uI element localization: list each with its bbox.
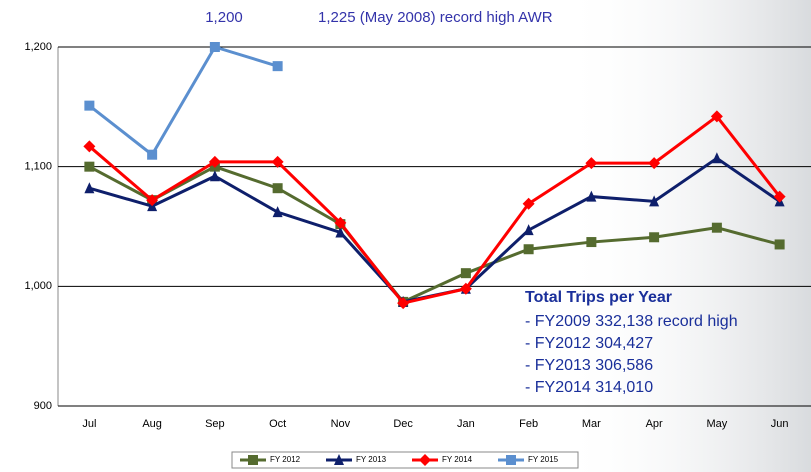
x-tick-label: Jan xyxy=(457,418,475,430)
legend-box xyxy=(231,451,579,469)
legend: FY 2012 FY 2013 FY 2014 FY 2015 xyxy=(240,454,559,466)
marker xyxy=(523,244,534,255)
marker xyxy=(711,222,722,233)
x-tick-label: Apr xyxy=(646,418,663,430)
marker xyxy=(335,226,346,238)
x-tick-label: Feb xyxy=(519,418,538,430)
series-line xyxy=(88,114,781,305)
legend-label: FY 2015 xyxy=(528,455,559,464)
annotation: 1,225 (May 2008) record high AWR xyxy=(318,9,553,26)
plot xyxy=(58,42,811,407)
marker xyxy=(334,216,347,229)
y-tick-label: 900 xyxy=(34,400,52,412)
marker xyxy=(84,100,95,111)
background xyxy=(560,0,811,472)
x-tick-label: Mar xyxy=(582,418,601,430)
marker xyxy=(523,224,534,236)
marker xyxy=(773,190,786,203)
y-tick-label: 1,100 xyxy=(24,161,52,173)
annotation: 1,200 xyxy=(205,9,243,26)
x-tick-label: Nov xyxy=(331,418,351,430)
y-tick-label: 1,200 xyxy=(24,41,52,53)
x-tick-label: Sep xyxy=(205,418,225,430)
marker xyxy=(272,61,283,72)
marker xyxy=(585,157,598,170)
note-line: - FY2009 332,138 record high xyxy=(525,313,738,330)
marker xyxy=(711,152,722,164)
x-tick-label: Jul xyxy=(82,418,96,430)
marker xyxy=(506,455,516,465)
y-tick-label: 1,000 xyxy=(24,280,52,292)
marker xyxy=(522,197,535,210)
marker xyxy=(586,190,597,202)
marker xyxy=(147,149,158,160)
marker xyxy=(397,297,410,310)
marker xyxy=(459,282,472,295)
x-tick-label: May xyxy=(706,418,727,430)
marker xyxy=(209,42,220,52)
marker xyxy=(460,268,471,279)
marker xyxy=(648,157,661,170)
marker xyxy=(83,140,96,153)
marker xyxy=(208,155,221,168)
x-tick-label: Oct xyxy=(269,418,286,430)
note-line: - FY2012 304,427 xyxy=(525,335,653,352)
marker xyxy=(272,183,283,194)
note-line: - FY2014 314,010 xyxy=(525,379,653,396)
marker xyxy=(84,161,95,172)
marker xyxy=(649,232,660,243)
marker xyxy=(419,454,431,466)
series-line xyxy=(88,165,781,304)
note-line: - FY2013 306,586 xyxy=(525,357,653,374)
marker xyxy=(334,454,344,465)
marker xyxy=(774,239,785,250)
marker xyxy=(710,110,723,123)
marker xyxy=(271,155,284,168)
legend-label: FY 2012 xyxy=(270,455,301,464)
legend-label: FY 2013 xyxy=(356,455,387,464)
marker xyxy=(649,195,660,207)
note: - FY2009 332,138 record high - FY2012 304… xyxy=(525,313,738,396)
x-tick-label: Jun xyxy=(771,418,789,430)
x-tick-label: Dec xyxy=(393,418,413,430)
marker xyxy=(248,455,258,465)
marker xyxy=(84,182,95,194)
x-tick-label: Aug xyxy=(142,418,162,430)
marker xyxy=(146,194,159,207)
marker xyxy=(586,237,597,248)
marker xyxy=(272,206,283,218)
note-title: Total Trips per Year xyxy=(525,289,672,306)
marker xyxy=(209,170,220,182)
legend-label: FY 2014 xyxy=(442,455,473,464)
series-line xyxy=(88,45,279,157)
